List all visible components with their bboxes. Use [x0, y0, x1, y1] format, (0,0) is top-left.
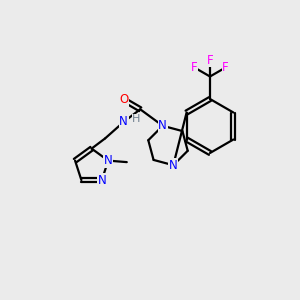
Text: N: N [158, 119, 167, 132]
Text: F: F [222, 61, 229, 74]
Text: N: N [104, 154, 112, 167]
Text: F: F [207, 53, 213, 67]
Text: H: H [132, 115, 140, 124]
Text: N: N [98, 174, 106, 187]
Text: F: F [191, 61, 198, 74]
Text: O: O [119, 93, 128, 106]
Text: N: N [119, 116, 128, 128]
Text: N: N [169, 159, 178, 172]
